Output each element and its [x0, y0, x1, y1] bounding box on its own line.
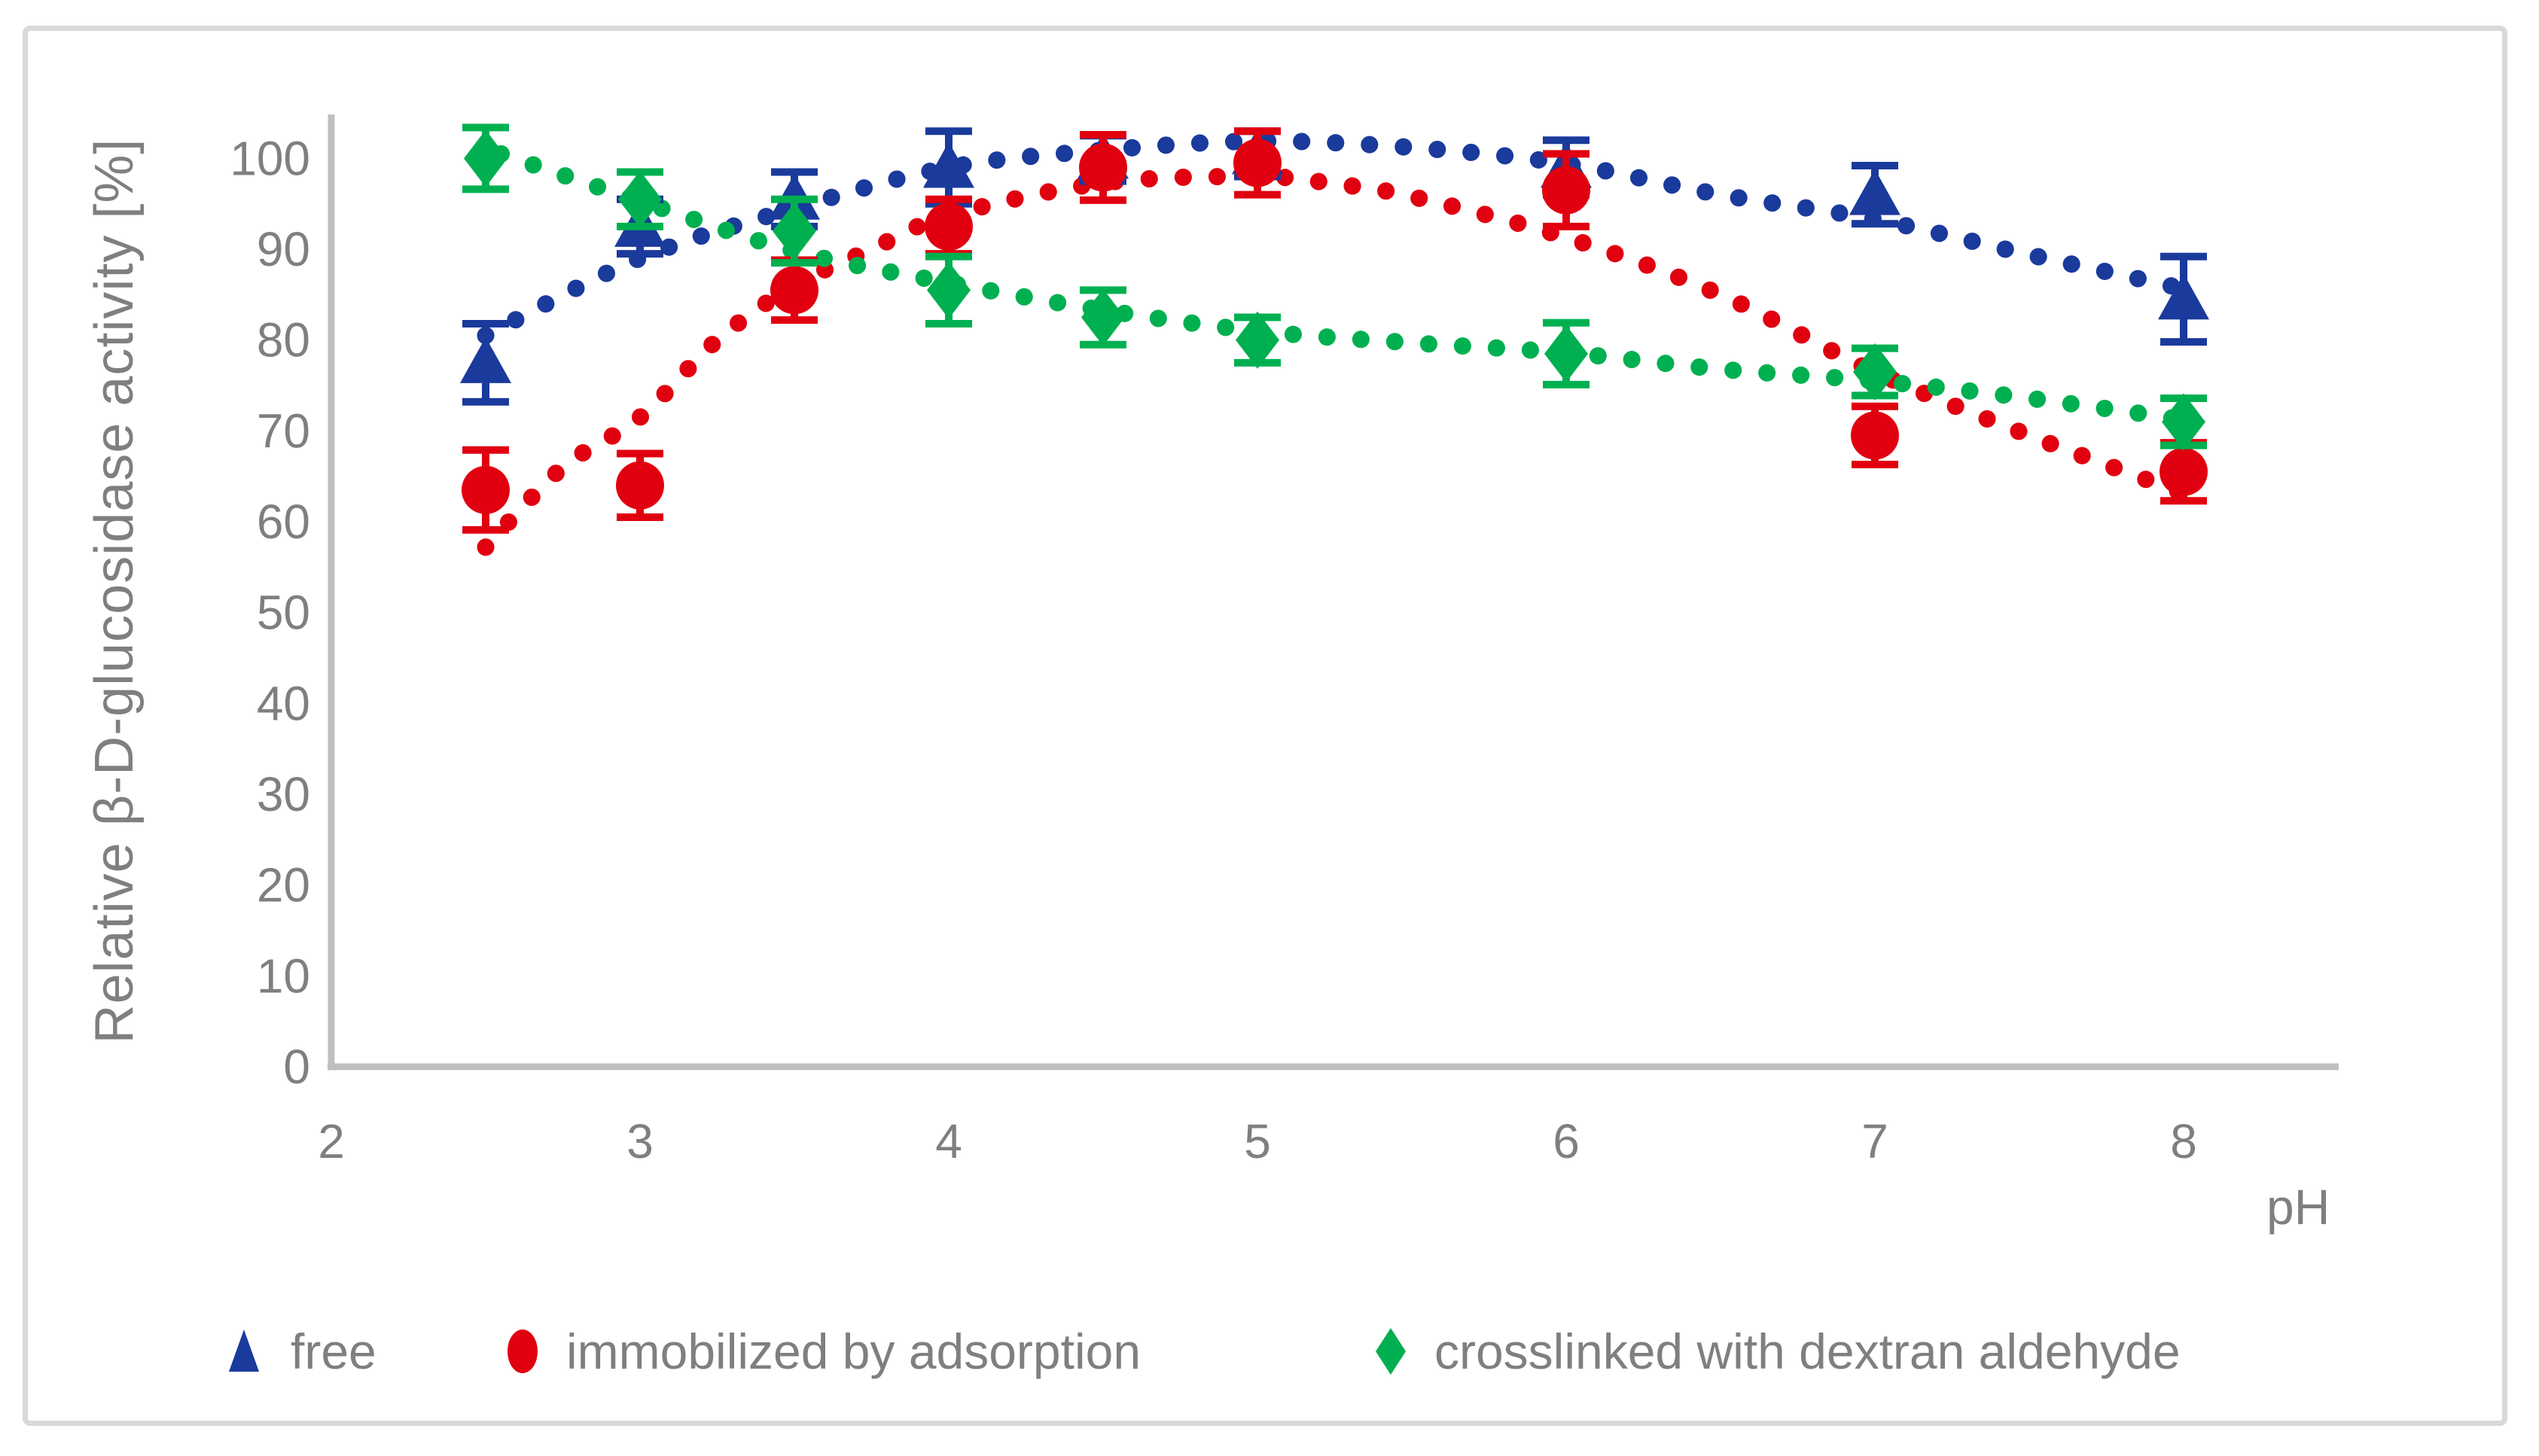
legend-label: immobilized by adsorption: [566, 1323, 1141, 1379]
data-point-diamond: [2162, 393, 2205, 451]
x-axis-title: pH: [2266, 1179, 2330, 1235]
data-point-triangle: [923, 142, 974, 188]
legend-item-adsorption: immobilized by adsorption: [498, 1310, 1141, 1393]
legend-item-free: free: [217, 1310, 376, 1393]
x-axis-tick-label: 6: [1553, 1114, 1580, 1168]
y-axis-title: Relative β-D-glucosidase activity [%]: [84, 138, 145, 1044]
x-axis-tick-label: 7: [1861, 1114, 1888, 1168]
y-axis-tick-label: 0: [283, 1040, 310, 1094]
data-point-circle: [1851, 411, 1899, 460]
data-point-circle: [770, 266, 818, 315]
data-point-diamond: [618, 170, 662, 228]
y-axis-tick-label: 80: [257, 313, 310, 367]
y-axis-tick-label: 90: [257, 222, 310, 276]
data-point-circle: [616, 461, 664, 510]
legend-label: crosslinked with dextran aldehyde: [1434, 1323, 2181, 1379]
data-point-circle: [1233, 139, 1282, 187]
data-point-circle: [925, 202, 973, 251]
y-axis-tick-label: 40: [257, 676, 310, 730]
chart-outer-border: [23, 26, 2507, 1426]
diamond-icon: [1376, 1328, 1406, 1375]
trend-line-triangle: [477, 132, 2208, 345]
data-point-triangle: [460, 337, 511, 383]
data-point-diamond: [464, 129, 507, 187]
data-point-triangle: [1849, 169, 1900, 215]
data-point-circle: [1079, 143, 1127, 192]
data-point-circle: [1542, 166, 1590, 215]
data-point-diamond: [927, 261, 971, 319]
circle-icon: [507, 1330, 538, 1373]
x-axis-tick-label: 8: [2170, 1114, 2197, 1168]
x-axis-tick-label: 2: [318, 1114, 345, 1168]
trend-line-diamond: [492, 145, 2208, 431]
x-axis-tick-label: 4: [935, 1114, 962, 1168]
legend-label: free: [291, 1323, 376, 1379]
legend-item-crosslinked: crosslinked with dextran aldehyde: [1367, 1310, 2181, 1393]
y-axis-tick-label: 30: [257, 767, 310, 821]
x-axis-tick-label: 3: [626, 1114, 654, 1168]
data-point-diamond: [1081, 288, 1125, 346]
x-axis-tick-label: 5: [1244, 1114, 1271, 1168]
triangle-icon: [229, 1330, 259, 1372]
data-point-circle: [462, 465, 510, 514]
legend: free immobilized by adsorption crosslink…: [0, 1310, 2539, 1400]
data-point-diamond: [1544, 324, 1588, 382]
y-axis-tick-label: 10: [257, 949, 310, 1003]
data-point-circle: [2160, 447, 2208, 496]
y-axis-tick-label: 100: [230, 131, 310, 185]
data-point-diamond: [773, 202, 816, 260]
data-point-diamond: [1236, 311, 1279, 369]
data-point-triangle: [2158, 273, 2209, 320]
y-axis-tick-label: 60: [257, 495, 310, 549]
y-axis-tick-label: 70: [257, 404, 310, 458]
y-axis-tick-label: 20: [257, 858, 310, 912]
data-point-diamond: [1853, 343, 1897, 401]
y-axis-tick-label: 50: [257, 586, 310, 640]
